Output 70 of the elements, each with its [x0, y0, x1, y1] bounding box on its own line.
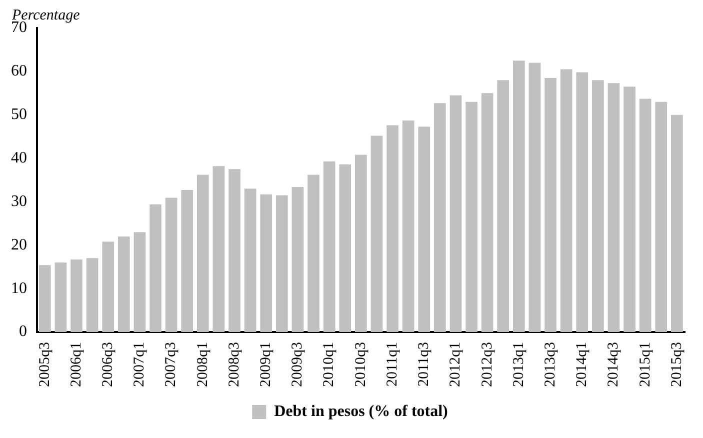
x-tick-label: 2011q3	[416, 342, 432, 386]
bar	[512, 60, 525, 332]
y-tick-label: 10	[11, 280, 27, 297]
bar	[402, 120, 414, 332]
bar	[497, 80, 510, 332]
bar	[608, 83, 620, 332]
bar	[70, 259, 82, 332]
bar	[118, 236, 130, 332]
bar	[292, 186, 304, 332]
bar	[134, 232, 146, 332]
y-tick-label: 50	[11, 106, 27, 124]
x-tick-label: 2015q1	[637, 342, 654, 387]
bar	[86, 258, 98, 332]
x-tick-label: 2009q3	[290, 342, 306, 387]
bar	[624, 86, 636, 332]
bar	[434, 103, 446, 332]
bar	[102, 242, 114, 332]
y-tick-label: 20	[11, 236, 27, 254]
x-tick-label: 2013q3	[542, 342, 558, 387]
bar	[323, 161, 336, 332]
bar	[196, 174, 209, 332]
x-tick-label: 2008q3	[226, 342, 242, 387]
y-tick-label: 60	[11, 62, 27, 80]
bar	[560, 69, 572, 332]
x-tick-label: 2007q1	[132, 342, 148, 387]
bar	[308, 174, 320, 332]
legend-label: Debt in pesos (% of total)	[274, 403, 448, 420]
x-tick-label: 2013q1	[510, 342, 527, 387]
bar	[354, 154, 367, 332]
bar	[165, 198, 178, 332]
x-tick-label: 2005q3	[36, 342, 53, 387]
bar	[38, 265, 51, 332]
x-tick-label: 2008q1	[194, 342, 211, 387]
bar	[386, 125, 398, 332]
x-tick-label: 2006q3	[100, 342, 116, 387]
x-tick-label: 2011q1	[384, 342, 400, 386]
x-tick-label: 2015q3	[668, 342, 685, 387]
bar	[228, 169, 240, 332]
bar	[54, 262, 67, 332]
bar	[150, 204, 162, 332]
bar	[592, 80, 604, 332]
x-tick-label: 2014q3	[606, 342, 622, 387]
y-tick-label: 40	[11, 149, 27, 166]
x-tick-label: 2010q1	[321, 342, 338, 387]
bar	[655, 102, 668, 332]
bar	[481, 93, 494, 332]
x-tick-label: 2012q1	[448, 342, 464, 387]
bar	[418, 126, 430, 332]
x-tick-label: 2012q3	[479, 342, 496, 387]
y-tick-label: 30	[11, 192, 27, 210]
bar	[466, 102, 478, 332]
bar	[244, 188, 256, 332]
x-tick-label: 2009q1	[258, 342, 274, 387]
bar	[339, 164, 352, 332]
x-tick-label: 2007q3	[163, 342, 180, 387]
bar	[528, 62, 541, 332]
bar	[544, 78, 556, 332]
y-tick-label: 0	[19, 323, 27, 340]
bar	[370, 136, 383, 332]
bar	[181, 190, 194, 332]
x-tick-label: 2006q1	[68, 342, 84, 387]
bar	[576, 72, 588, 332]
bar	[276, 195, 288, 332]
x-tick-label: 2014q1	[574, 342, 590, 387]
x-tick-label: 2010q3	[352, 342, 369, 387]
bar	[671, 114, 683, 332]
bar	[639, 98, 652, 332]
bar	[260, 194, 272, 332]
bar	[212, 166, 225, 332]
bar	[450, 95, 462, 332]
